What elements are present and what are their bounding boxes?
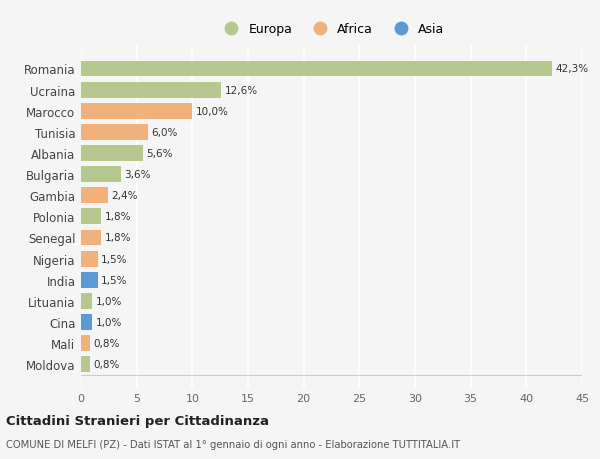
- Bar: [81, 230, 101, 246]
- Text: 3,6%: 3,6%: [124, 170, 151, 180]
- Bar: [81, 293, 92, 309]
- Bar: [81, 125, 148, 140]
- Bar: [81, 146, 143, 162]
- Text: 6,0%: 6,0%: [151, 128, 178, 138]
- Bar: [81, 336, 90, 351]
- Bar: [81, 251, 98, 267]
- Bar: [81, 209, 101, 225]
- Bar: [81, 314, 92, 330]
- Text: 1,0%: 1,0%: [95, 317, 122, 327]
- Text: 5,6%: 5,6%: [146, 149, 173, 159]
- Bar: [81, 104, 193, 119]
- Text: 1,0%: 1,0%: [95, 296, 122, 306]
- Text: 0,8%: 0,8%: [93, 338, 119, 348]
- Bar: [81, 83, 221, 98]
- Bar: [81, 62, 552, 77]
- Bar: [81, 167, 121, 183]
- Bar: [81, 272, 98, 288]
- Text: 2,4%: 2,4%: [111, 191, 137, 201]
- Text: 12,6%: 12,6%: [224, 85, 258, 95]
- Text: 1,8%: 1,8%: [104, 233, 131, 243]
- Text: 42,3%: 42,3%: [555, 64, 589, 74]
- Text: 0,8%: 0,8%: [93, 359, 119, 369]
- Text: 1,5%: 1,5%: [101, 254, 128, 264]
- Bar: [81, 357, 90, 372]
- Bar: [81, 188, 108, 204]
- Text: 1,5%: 1,5%: [101, 275, 128, 285]
- Text: Cittadini Stranieri per Cittadinanza: Cittadini Stranieri per Cittadinanza: [6, 414, 269, 428]
- Text: COMUNE DI MELFI (PZ) - Dati ISTAT al 1° gennaio di ogni anno - Elaborazione TUTT: COMUNE DI MELFI (PZ) - Dati ISTAT al 1° …: [6, 440, 460, 449]
- Legend: Europa, Africa, Asia: Europa, Africa, Asia: [214, 18, 449, 41]
- Text: 1,8%: 1,8%: [104, 212, 131, 222]
- Text: 10,0%: 10,0%: [196, 106, 229, 117]
